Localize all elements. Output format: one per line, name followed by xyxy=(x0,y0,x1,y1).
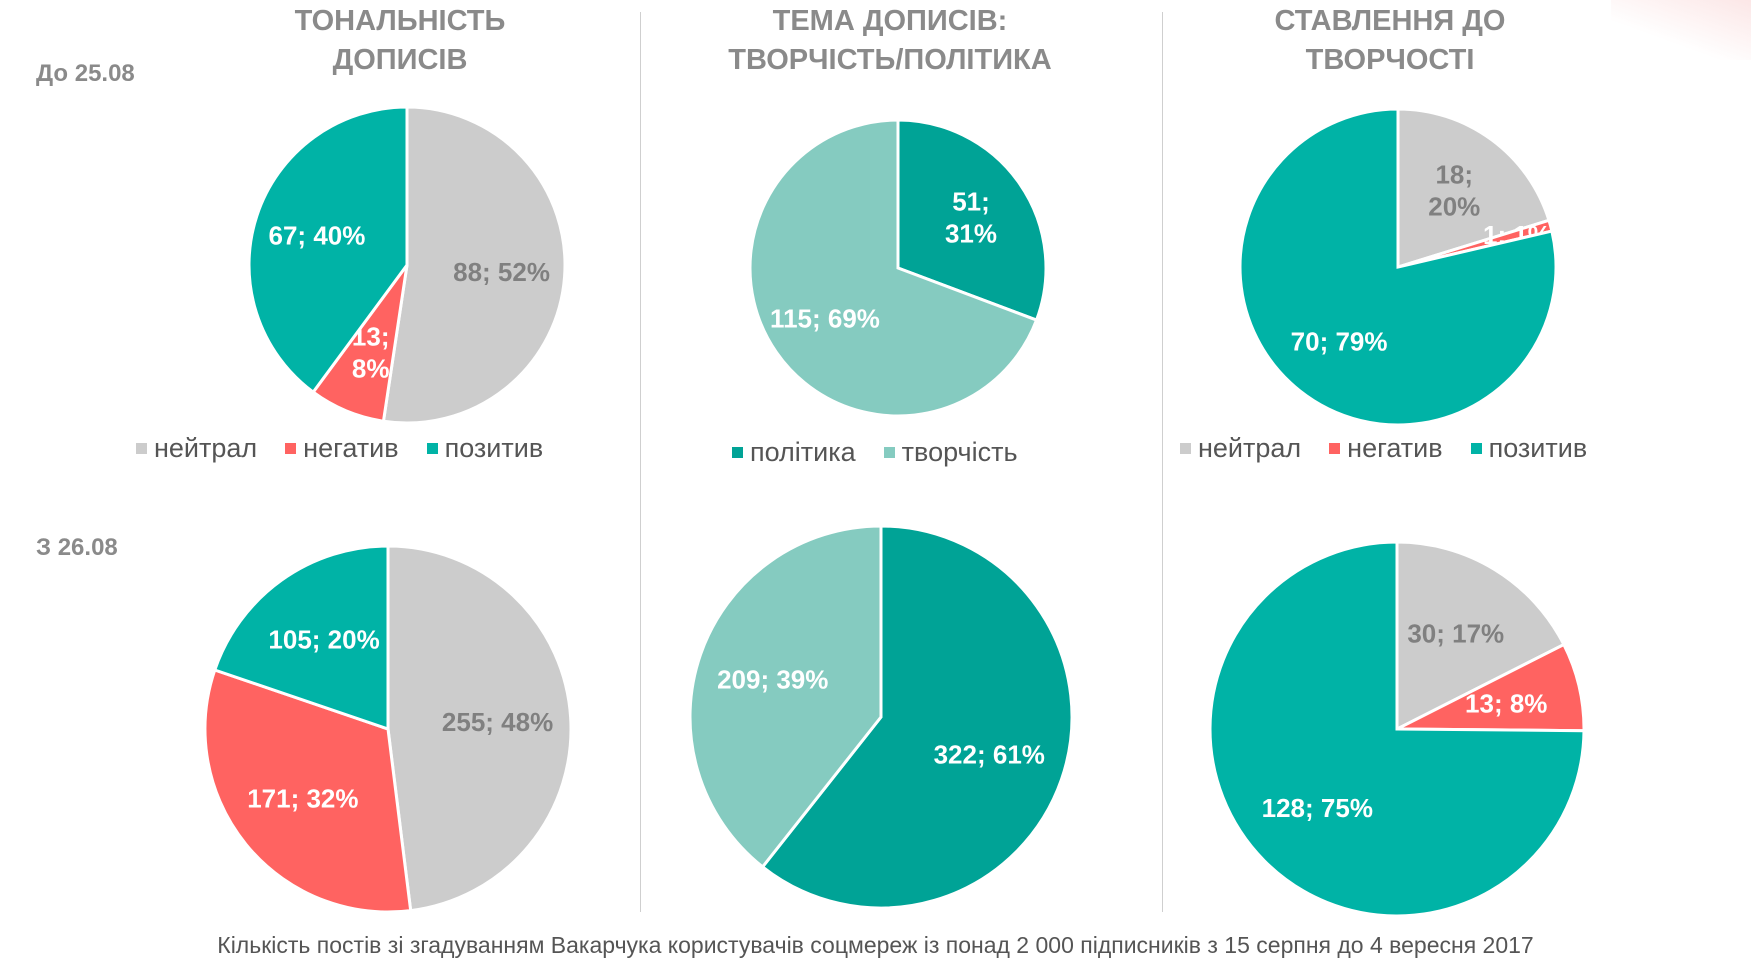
legend-swatch xyxy=(426,443,438,454)
data-label-line: 105; 20% xyxy=(268,625,379,655)
data-label-line: 30; 17% xyxy=(1407,618,1504,648)
data-label-line: 8% xyxy=(352,354,390,384)
pie-chart-tonality-after: 255; 48% 171; 32% 105; 20% xyxy=(203,544,573,914)
data-label-позитив: 105; 20% xyxy=(268,625,379,655)
column-title-topic: ТЕМА ДОПИСІВ: ТВОРЧІСТЬ/ПОЛІТИКА xyxy=(728,5,1052,76)
data-label-творчість: 209; 39% xyxy=(717,664,828,694)
data-label-line: 51; xyxy=(952,186,990,216)
legend-label: творчість xyxy=(901,437,1018,467)
data-label-політика: 322; 61% xyxy=(934,740,1045,770)
pie-chart-attitude-after: 30; 17% 13; 8% 128; 75% xyxy=(1208,540,1586,918)
legend-item-негатив: негатив xyxy=(1329,433,1443,464)
data-label-line: 88; 52% xyxy=(453,257,550,287)
chart-caption: Кількість постів зі згадуванням Вакарчук… xyxy=(217,932,1534,958)
legend-label: негатив xyxy=(1347,433,1443,463)
pie-chart-topic-before: 51; 31% 115; 69% xyxy=(748,118,1048,418)
legend-swatch xyxy=(1180,443,1191,454)
pie-slice-нейтрал xyxy=(1395,540,1566,732)
data-label-line: 115; 69% xyxy=(770,304,880,334)
data-label-line: 322; 61% xyxy=(934,740,1045,770)
legend-item-нейтрал: нейтрал xyxy=(136,433,257,464)
legend-swatch xyxy=(1329,443,1341,454)
legend-swatch xyxy=(285,443,297,454)
data-label-line: 13; 8% xyxy=(1465,688,1547,718)
corner-decoration xyxy=(1611,0,1751,60)
data-label-позитив: 128; 75% xyxy=(1262,793,1373,823)
legend-label: нейтрал xyxy=(154,433,258,463)
pie-slice-політика xyxy=(760,524,1074,910)
data-label-негатив: 171; 32% xyxy=(247,783,358,813)
data-label-line: 255; 48% xyxy=(442,707,553,737)
legend-label: позитив xyxy=(444,433,544,463)
legend-item-політика: політика xyxy=(732,437,856,468)
pie-slice-позитив xyxy=(247,105,409,395)
pie-slice-позитив xyxy=(1208,540,1586,918)
column-title-tonality: ТОНАЛЬНІСТЬ ДОПИСІВ xyxy=(294,5,506,76)
legend-label: нейтрал xyxy=(1198,433,1302,463)
legend-item-негатив: негатив xyxy=(285,433,399,464)
data-label-line: 70; 79% xyxy=(1291,326,1388,356)
legend-label: позитив xyxy=(1488,433,1588,463)
column-divider xyxy=(1162,12,1163,912)
column-title-attitude: СТАВЛЕННЯ ДО ТВОРЧОСТІ xyxy=(1274,5,1506,76)
legend-tonality: нейтрал негатив позитив xyxy=(136,433,543,464)
pie-chart-topic-after: 322; 61% 209; 39% xyxy=(688,524,1074,910)
data-label-line: 18; xyxy=(1435,160,1473,190)
pie-chart-attitude-before: 18; 20%1; 1%70; 79% xyxy=(1238,107,1558,427)
legend-item-нейтрал: нейтрал xyxy=(1180,433,1301,464)
data-label-line: 20% xyxy=(1428,192,1480,222)
data-label-line: 128; 75% xyxy=(1262,793,1373,823)
pie-slice-негатив xyxy=(203,668,413,914)
pie-slice-нейтрал xyxy=(1396,107,1551,270)
pie-chart-tonality-before: 88; 52%13; 8%67; 40% xyxy=(247,105,567,425)
data-label-позитив: 70; 79% xyxy=(1291,326,1388,356)
data-label-нейтрал: 255; 48% xyxy=(442,707,553,737)
data-label-line: 209; 39% xyxy=(717,664,828,694)
legend-swatch xyxy=(136,443,147,454)
data-label-line: 31% xyxy=(945,218,997,248)
data-label-політика: 51; 31% xyxy=(945,186,997,248)
data-label-позитив: 67; 40% xyxy=(269,220,366,250)
legend-attitude: нейтрал негатив позитив xyxy=(1180,433,1587,464)
column-divider xyxy=(640,12,641,912)
legend-item-позитив: позитив xyxy=(1470,433,1588,464)
data-label-нейтрал: 18; 20% xyxy=(1428,160,1480,222)
legend-label: політика xyxy=(750,437,856,467)
pie-slice-творчість xyxy=(688,524,883,869)
legend-swatch xyxy=(1470,443,1482,454)
data-label-line: 171; 32% xyxy=(247,783,358,813)
legend-item-творчість: творчість xyxy=(883,437,1018,468)
row-label-after: З 26.08 xyxy=(36,534,118,561)
data-label-нейтрал: 88; 52% xyxy=(453,257,550,287)
legend-item-позитив: позитив xyxy=(426,433,544,464)
pie-slice-позитив xyxy=(212,544,390,732)
row-label-before: До 25.08 xyxy=(36,60,135,87)
data-label-нейтрал: 30; 17% xyxy=(1407,618,1504,648)
data-label-творчість: 115; 69% xyxy=(770,304,880,334)
legend-swatch xyxy=(883,447,895,458)
legend-topic: політика творчість xyxy=(732,437,1018,468)
pie-slice-позитив xyxy=(1238,107,1558,427)
legend-label: негатив xyxy=(303,433,399,463)
data-label-негатив: 13; 8% xyxy=(1465,688,1547,718)
pie-slice-політика xyxy=(896,118,1048,323)
pie-slice-нейтрал xyxy=(381,105,567,425)
legend-swatch xyxy=(732,447,743,458)
data-label-line: 67; 40% xyxy=(269,220,366,250)
pie-slice-нейтрал xyxy=(386,544,573,913)
pie-slice-творчість xyxy=(748,118,1039,418)
